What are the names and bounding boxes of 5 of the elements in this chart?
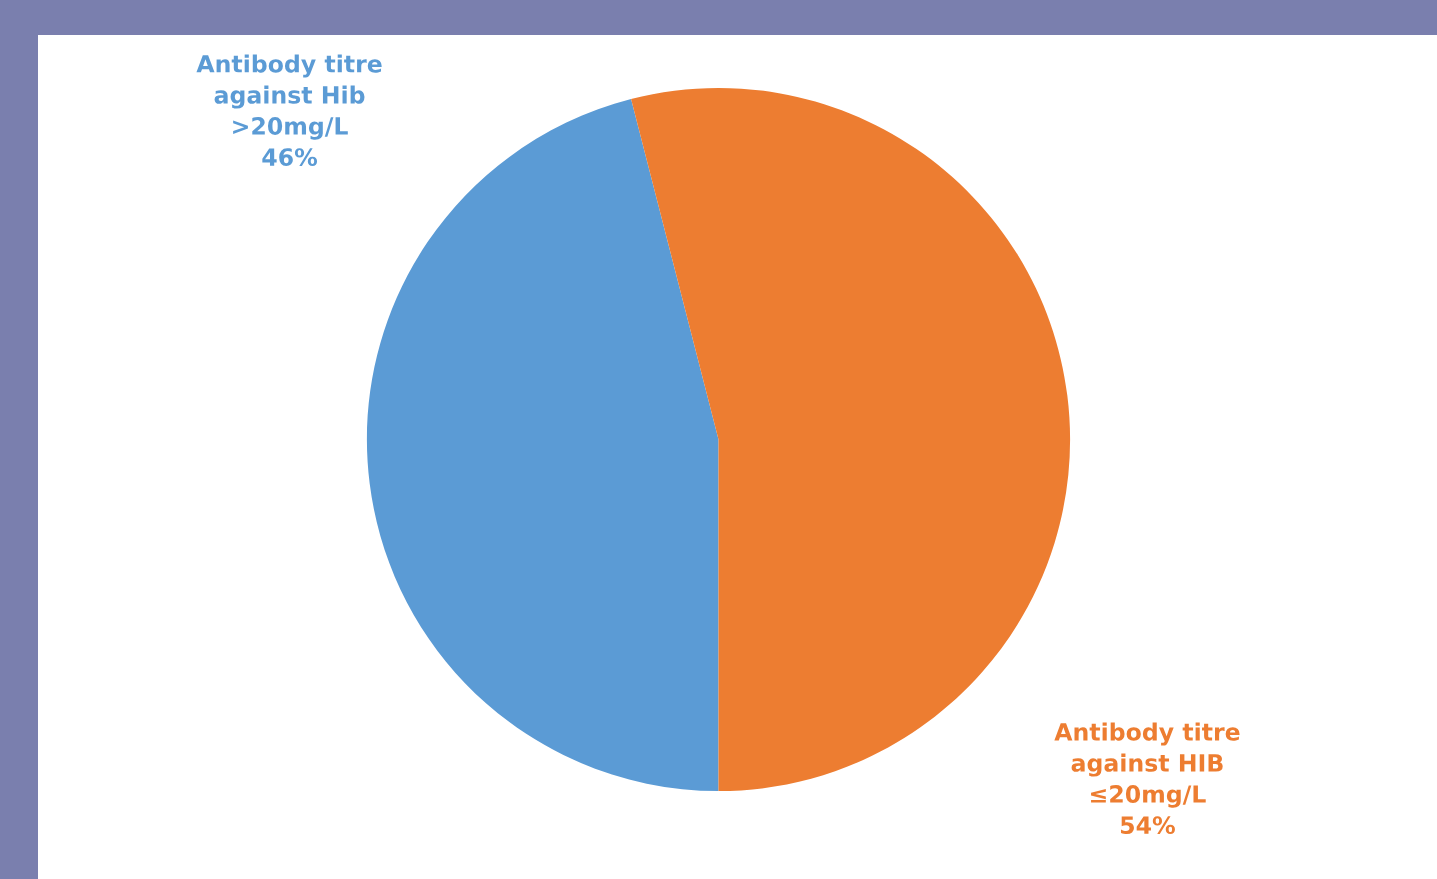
data-label: 54% [1121,816,1175,835]
pie-slice [366,98,719,792]
slice-label: Antibody titre against Hib >20mg/L [196,54,382,140]
data-label: 46% [262,148,318,167]
slice-label: Antibody titre against HIB ≤20mg/L [1054,722,1240,808]
